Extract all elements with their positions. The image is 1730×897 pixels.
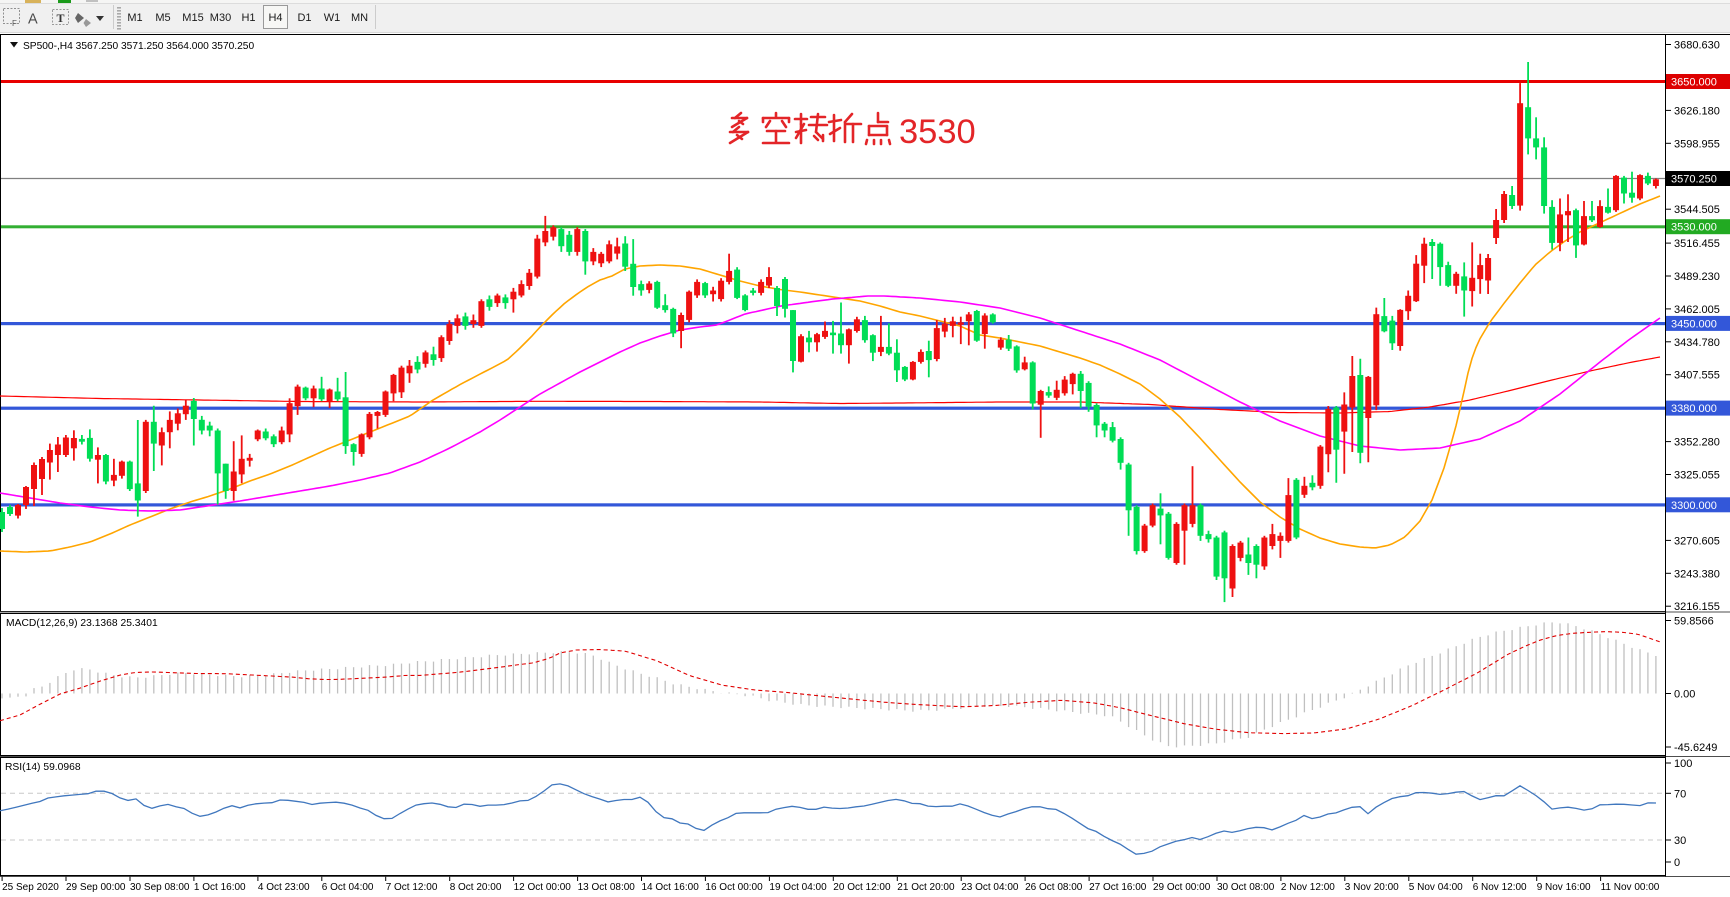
svg-text:5 Nov 04:00: 5 Nov 04:00 bbox=[1409, 882, 1463, 893]
svg-text:3680.630: 3680.630 bbox=[1674, 40, 1720, 52]
svg-text:3380.000: 3380.000 bbox=[1671, 403, 1717, 415]
svg-text:3352.280: 3352.280 bbox=[1674, 437, 1720, 449]
svg-text:3450.000: 3450.000 bbox=[1671, 318, 1717, 330]
svg-text:3598.955: 3598.955 bbox=[1674, 138, 1720, 150]
svg-text:12 Oct 00:00: 12 Oct 00:00 bbox=[514, 882, 572, 893]
svg-text:25 Sep 2020: 25 Sep 2020 bbox=[2, 882, 59, 893]
svg-text:W1: W1 bbox=[324, 12, 341, 24]
svg-text:F: F bbox=[12, 19, 17, 28]
svg-text:3 Nov 20:00: 3 Nov 20:00 bbox=[1345, 882, 1399, 893]
svg-text:23 Oct 04:00: 23 Oct 04:00 bbox=[961, 882, 1019, 893]
svg-text:19 Oct 04:00: 19 Oct 04:00 bbox=[769, 882, 827, 893]
svg-text:3216.155: 3216.155 bbox=[1674, 601, 1720, 613]
svg-text:21 Oct 20:00: 21 Oct 20:00 bbox=[897, 882, 955, 893]
svg-text:27 Oct 16:00: 27 Oct 16:00 bbox=[1089, 882, 1147, 893]
svg-text:3544.505: 3544.505 bbox=[1674, 204, 1720, 216]
svg-text:0: 0 bbox=[1674, 857, 1680, 869]
svg-text:3626.180: 3626.180 bbox=[1674, 105, 1720, 117]
svg-text:70: 70 bbox=[1674, 788, 1686, 800]
svg-text:30: 30 bbox=[1674, 835, 1686, 847]
svg-text:3570.250: 3570.250 bbox=[1671, 174, 1717, 186]
svg-text:4 Oct 23:00: 4 Oct 23:00 bbox=[258, 882, 310, 893]
svg-text:3243.380: 3243.380 bbox=[1674, 568, 1720, 580]
svg-text:1 Oct 16:00: 1 Oct 16:00 bbox=[194, 882, 246, 893]
svg-text:D1: D1 bbox=[297, 12, 311, 24]
svg-text:H1: H1 bbox=[241, 12, 255, 24]
svg-text:3530: 3530 bbox=[899, 113, 976, 151]
svg-text:RSI(14) 59.0968: RSI(14) 59.0968 bbox=[5, 762, 81, 773]
svg-text:H4: H4 bbox=[268, 12, 282, 24]
svg-text:MN: MN bbox=[351, 12, 368, 24]
svg-text:MACD(12,26,9) 23.1368 25.3401: MACD(12,26,9) 23.1368 25.3401 bbox=[6, 618, 158, 629]
svg-text:9 Nov 16:00: 9 Nov 16:00 bbox=[1537, 882, 1591, 893]
svg-text:29 Oct 00:00: 29 Oct 00:00 bbox=[1153, 882, 1211, 893]
svg-text:3325.055: 3325.055 bbox=[1674, 470, 1720, 482]
svg-text:-45.6249: -45.6249 bbox=[1674, 742, 1717, 754]
svg-text:3407.555: 3407.555 bbox=[1674, 370, 1720, 382]
svg-text:29 Sep 00:00: 29 Sep 00:00 bbox=[66, 882, 126, 893]
svg-text:T: T bbox=[57, 11, 65, 25]
svg-text:7 Oct 12:00: 7 Oct 12:00 bbox=[386, 882, 438, 893]
svg-text:3489.230: 3489.230 bbox=[1674, 271, 1720, 283]
svg-text:M5: M5 bbox=[155, 12, 170, 24]
svg-text:100: 100 bbox=[1674, 758, 1692, 770]
svg-text:30 Sep 08:00: 30 Sep 08:00 bbox=[130, 882, 190, 893]
svg-text:0.00: 0.00 bbox=[1674, 689, 1695, 701]
svg-text:20 Oct 12:00: 20 Oct 12:00 bbox=[833, 882, 891, 893]
svg-text:59.8566: 59.8566 bbox=[1674, 616, 1714, 628]
svg-text:6 Nov 12:00: 6 Nov 12:00 bbox=[1473, 882, 1527, 893]
svg-text:SP500-,H4 3567.250 3571.250 3: SP500-,H4 3567.250 3571.250 3564.000 357… bbox=[23, 41, 254, 52]
svg-text:3270.605: 3270.605 bbox=[1674, 535, 1720, 547]
svg-text:3462.005: 3462.005 bbox=[1674, 304, 1720, 316]
svg-text:A: A bbox=[28, 12, 38, 28]
svg-text:3434.780: 3434.780 bbox=[1674, 337, 1720, 349]
svg-text:3300.000: 3300.000 bbox=[1671, 500, 1717, 512]
svg-text:8 Oct 20:00: 8 Oct 20:00 bbox=[450, 882, 502, 893]
svg-text:11 Nov 00:00: 11 Nov 00:00 bbox=[1601, 882, 1660, 893]
svg-text:13 Oct 08:00: 13 Oct 08:00 bbox=[578, 882, 636, 893]
svg-text:M15: M15 bbox=[182, 12, 203, 24]
svg-text:26 Oct 08:00: 26 Oct 08:00 bbox=[1025, 882, 1083, 893]
svg-text:2 Nov 12:00: 2 Nov 12:00 bbox=[1281, 882, 1335, 893]
svg-text:M30: M30 bbox=[210, 12, 231, 24]
svg-text:3516.455: 3516.455 bbox=[1674, 238, 1720, 250]
svg-text:16 Oct 00:00: 16 Oct 00:00 bbox=[705, 882, 763, 893]
svg-text:3650.000: 3650.000 bbox=[1671, 77, 1717, 89]
svg-text:6 Oct 04:00: 6 Oct 04:00 bbox=[322, 882, 374, 893]
svg-text:14 Oct 16:00: 14 Oct 16:00 bbox=[642, 882, 700, 893]
svg-text:3530.000: 3530.000 bbox=[1671, 222, 1717, 234]
svg-text:30 Oct 08:00: 30 Oct 08:00 bbox=[1217, 882, 1275, 893]
svg-text:M1: M1 bbox=[127, 12, 142, 24]
